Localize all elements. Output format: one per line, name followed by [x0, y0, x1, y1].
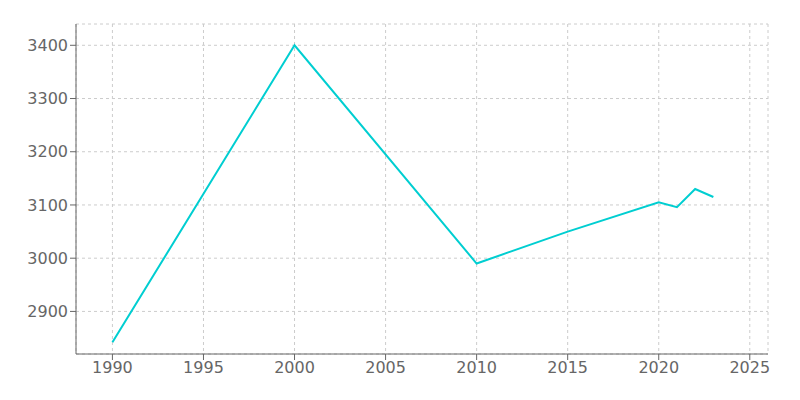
svg-text:3400: 3400 [27, 36, 68, 55]
svg-text:3300: 3300 [27, 89, 68, 108]
svg-text:3200: 3200 [27, 142, 68, 161]
svg-text:2020: 2020 [638, 358, 679, 377]
svg-text:2015: 2015 [547, 358, 588, 377]
svg-text:2010: 2010 [456, 358, 497, 377]
svg-text:2005: 2005 [365, 358, 406, 377]
svg-text:2000: 2000 [274, 358, 315, 377]
svg-text:2900: 2900 [27, 302, 68, 321]
svg-text:1995: 1995 [183, 358, 224, 377]
svg-text:2025: 2025 [729, 358, 770, 377]
svg-text:3000: 3000 [27, 249, 68, 268]
svg-text:1990: 1990 [92, 358, 133, 377]
svg-text:3100: 3100 [27, 196, 68, 215]
